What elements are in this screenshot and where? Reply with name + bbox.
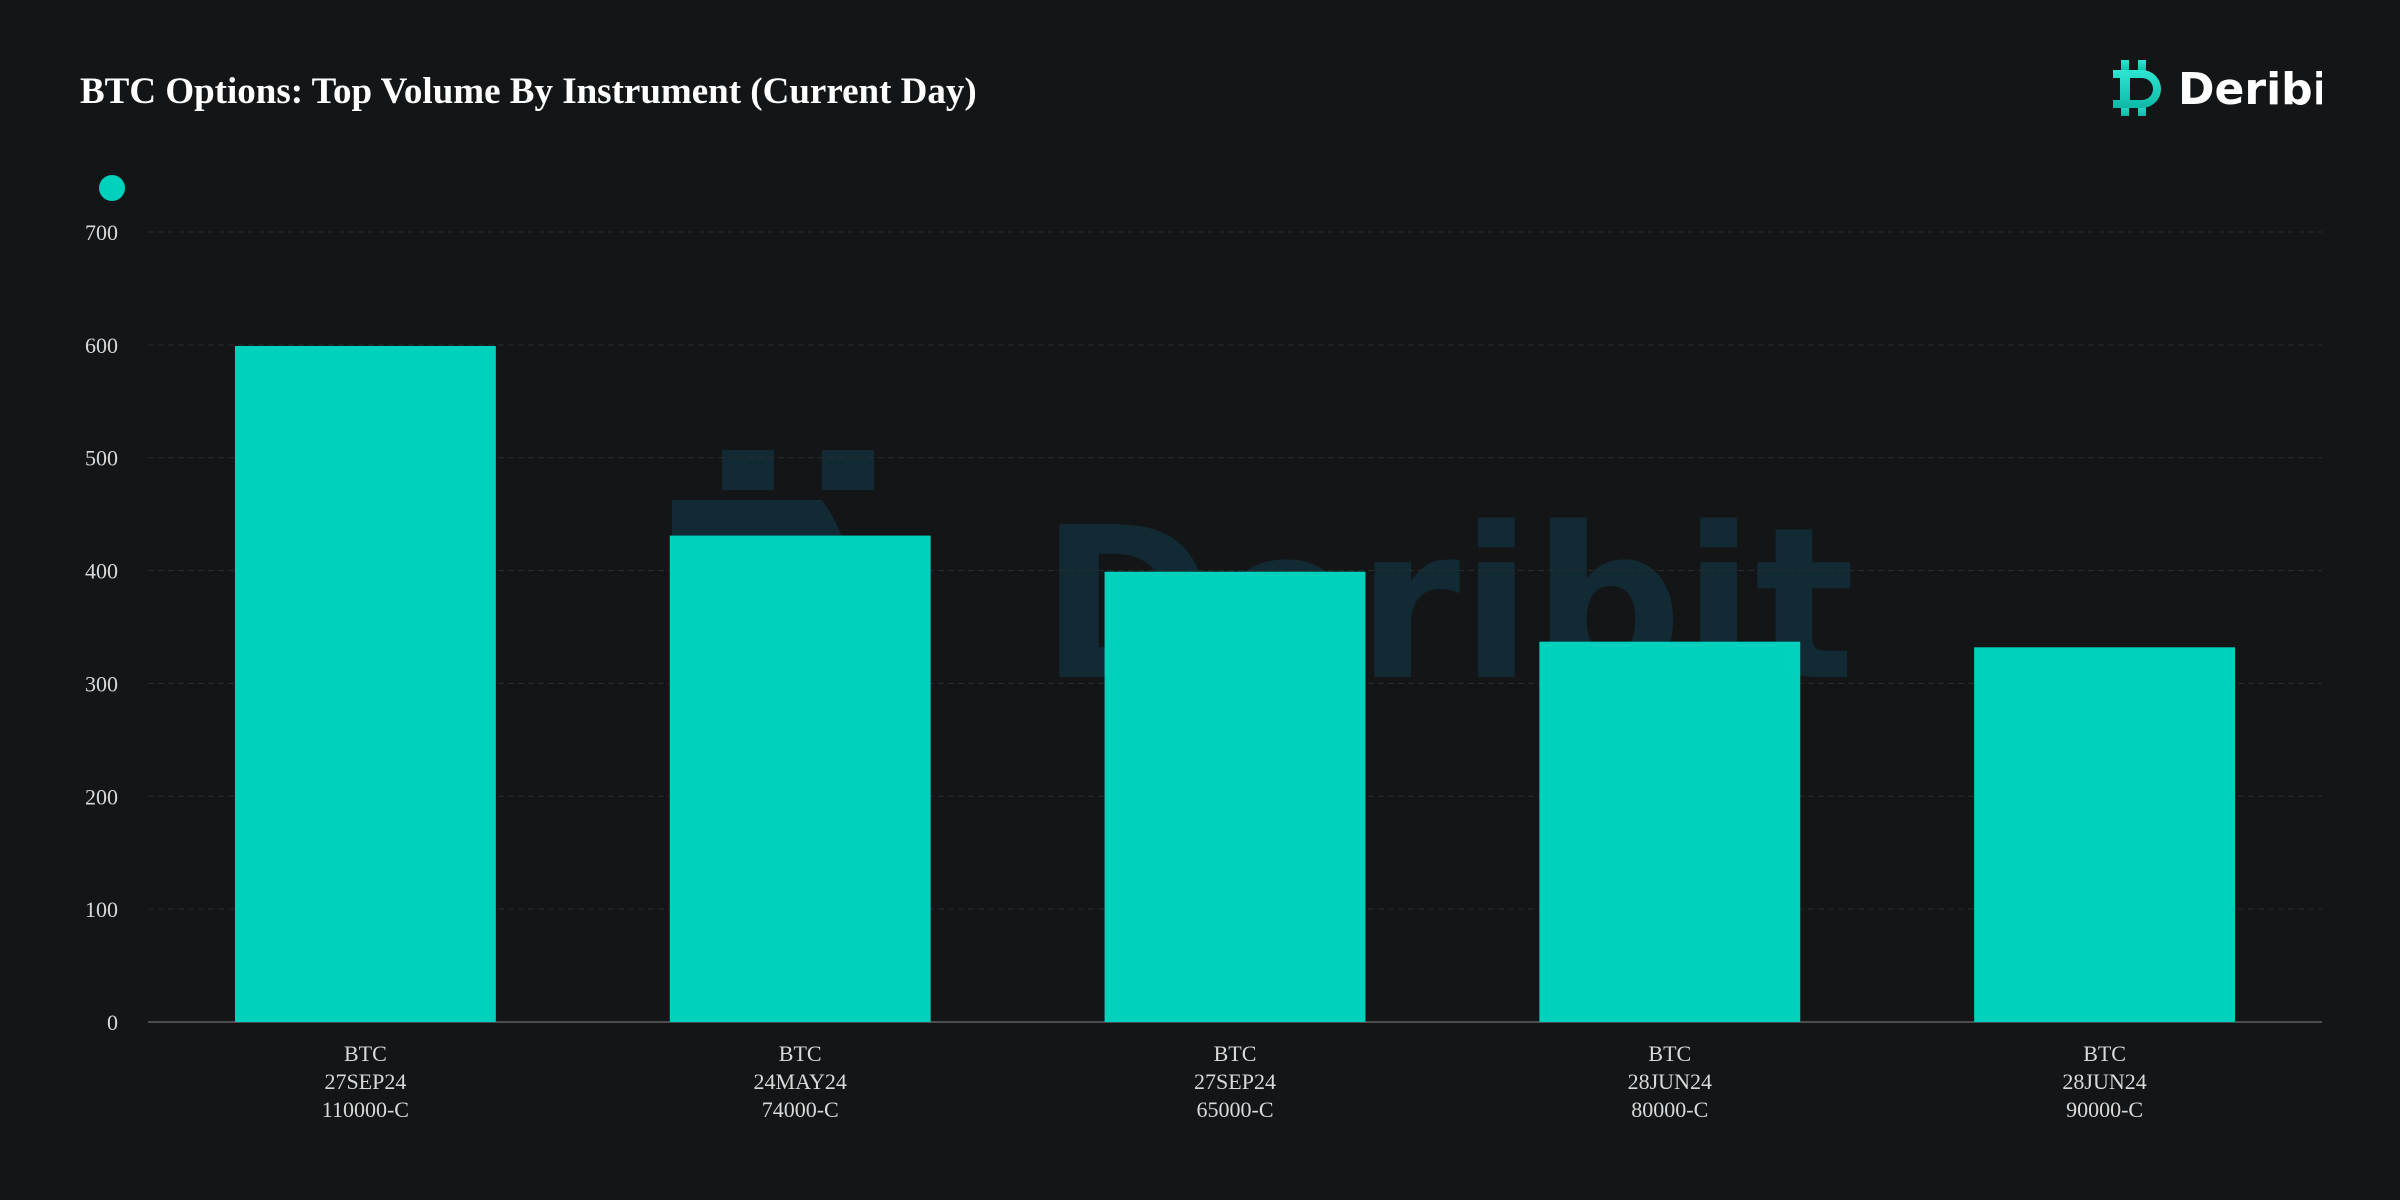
brand-logo: Deribit [2113, 60, 2322, 116]
y-tick-label: 600 [85, 333, 118, 358]
x-tick-label: BTC 24MAY24 74000-C [754, 1041, 847, 1122]
y-tick-label: 400 [85, 559, 118, 584]
x-tick-label-line: BTC [1214, 1041, 1257, 1066]
y-tick-label: 700 [85, 220, 118, 245]
x-tick-label-line: BTC [779, 1041, 822, 1066]
x-tick-label-line: 80000-C [1631, 1097, 1708, 1122]
deribit-logo-icon [2113, 60, 2161, 116]
bar [234, 345, 496, 1022]
x-tick-label-line: 28JUN24 [2062, 1069, 2146, 1094]
x-tick-label-line: BTC [1648, 1041, 1691, 1066]
y-tick-label: 100 [85, 897, 118, 922]
x-tick-label-line: 110000-C [322, 1097, 409, 1122]
x-tick-label-line: 27SEP24 [324, 1069, 406, 1094]
brand-wordmark: Deribit [2178, 64, 2322, 115]
bars [234, 345, 2236, 1022]
y-tick-label: 0 [107, 1010, 118, 1035]
x-tick-label: BTC 28JUN24 90000-C [2062, 1041, 2146, 1122]
bar [1539, 641, 1801, 1022]
bar [1974, 647, 2236, 1022]
legend [99, 175, 125, 201]
x-axis: BTC 27SEP24 110000-C BTC 24MAY24 74000-C BTC 27… [322, 1041, 2147, 1122]
x-tick-label: BTC 27SEP24 110000-C [322, 1041, 409, 1122]
grid [148, 231, 2322, 1023]
x-tick-label-line: 65000-C [1197, 1097, 1274, 1122]
bar [669, 535, 931, 1022]
x-tick-label-line: 24MAY24 [754, 1069, 847, 1094]
x-tick-label: BTC 28JUN24 80000-C [1628, 1041, 1712, 1122]
legend-swatch [99, 175, 125, 201]
bar [1104, 571, 1366, 1022]
x-tick-label-line: 27SEP24 [1194, 1069, 1276, 1094]
chart-title: BTC Options: Top Volume By Instrument (C… [80, 71, 977, 112]
y-tick-label: 200 [85, 784, 118, 809]
x-tick-label-line: BTC [2083, 1041, 2126, 1066]
x-tick-label: BTC 27SEP24 65000-C [1194, 1041, 1276, 1122]
x-tick-label-line: 74000-C [762, 1097, 839, 1122]
x-tick-label-line: 90000-C [2066, 1097, 2143, 1122]
y-axis: 0 100 200 300 400 500 600 700 [85, 220, 118, 1035]
y-tick-label: 500 [85, 446, 118, 471]
y-tick-label: 300 [85, 671, 118, 696]
x-tick-label-line: 28JUN24 [1628, 1069, 1712, 1094]
x-tick-label-line: BTC [344, 1041, 387, 1066]
